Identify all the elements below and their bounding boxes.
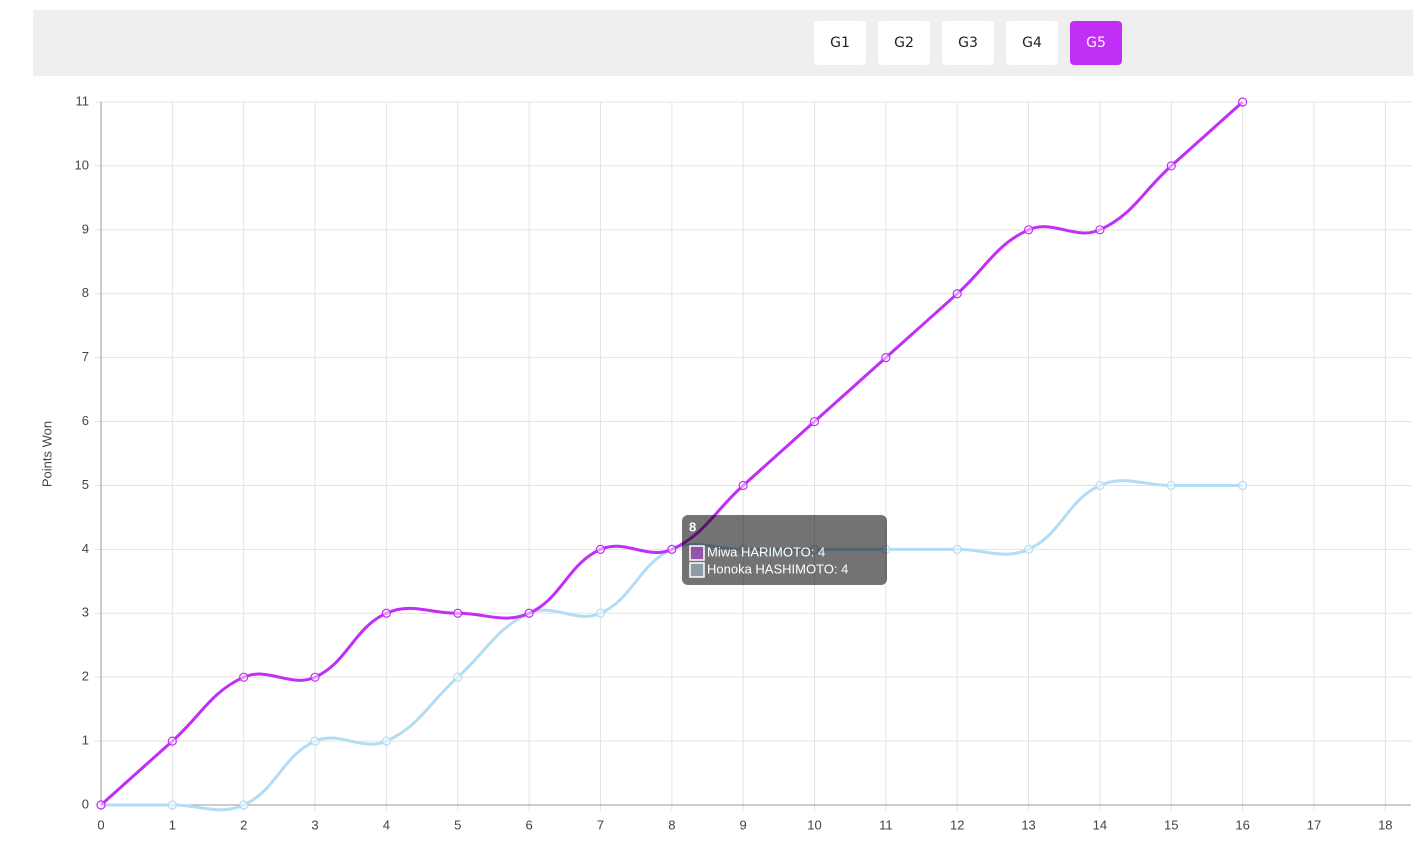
game-button[interactable]: G4 [1006, 21, 1058, 65]
x-tick-label: 2 [240, 817, 247, 832]
x-tick-label: 16 [1235, 817, 1249, 832]
tooltip-swatch [689, 562, 705, 578]
data-point [952, 544, 962, 554]
data-point [595, 544, 606, 554]
y-tick-label: 8 [82, 285, 89, 300]
data-point [1238, 480, 1248, 491]
x-tick-label: 1 [169, 817, 176, 832]
data-point [1095, 480, 1105, 491]
data-point [738, 480, 748, 491]
y-tick-label: 6 [82, 413, 89, 428]
data-point [96, 800, 106, 810]
game-button[interactable]: G2 [878, 21, 930, 65]
data-point [310, 672, 320, 682]
game-button[interactable]: G1 [814, 21, 866, 65]
y-tick-label: 10 [75, 157, 89, 172]
x-tick-label: 11 [879, 817, 893, 832]
y-tick-label: 5 [82, 477, 89, 492]
x-tick-label: 12 [950, 817, 964, 832]
data-point [595, 608, 606, 618]
tooltip-box [682, 515, 887, 585]
x-tick-label: 15 [1164, 817, 1178, 832]
x-tick-label: 18 [1378, 817, 1392, 832]
data-point [667, 544, 677, 554]
data-point [381, 736, 392, 746]
y-tick-label: 9 [82, 221, 89, 236]
data-point [1166, 480, 1176, 491]
data-point [167, 800, 177, 810]
tooltip-title: 8 [689, 519, 696, 534]
y-tick-label: 1 [82, 733, 89, 748]
tooltip-item: Miwa HARIMOTO: 4 [707, 544, 825, 559]
data-point [239, 672, 249, 682]
data-point [881, 353, 891, 363]
x-tick-label: 10 [807, 817, 821, 832]
y-tick-label: 7 [82, 349, 89, 364]
data-point [239, 800, 249, 810]
tooltip-item: Honoka HASHIMOTO: 4 [707, 561, 848, 576]
tooltip: 8 Miwa HARIMOTO: 4 Honoka HASHIMOTO: 4 [682, 515, 887, 585]
x-tick-label: 3 [311, 817, 318, 832]
data-point [1023, 225, 1034, 235]
y-tick-label: 3 [82, 605, 89, 620]
game-button[interactable]: G3 [942, 21, 994, 65]
data-point [453, 672, 463, 682]
data-point [453, 608, 463, 618]
x-tick-label: 9 [740, 817, 747, 832]
x-tick-label: 8 [668, 817, 675, 832]
y-tick-label: 2 [82, 669, 89, 684]
data-point [952, 289, 962, 299]
y-tick-label: 4 [82, 541, 89, 556]
data-point [167, 736, 177, 746]
x-tick-label: 5 [454, 817, 461, 832]
tooltip-swatch [689, 545, 705, 561]
series-line [101, 479, 1243, 812]
x-tick-label: 17 [1307, 817, 1321, 832]
y-tick-label: 0 [82, 796, 89, 811]
data-point [524, 608, 534, 618]
x-tick-label: 4 [383, 817, 390, 832]
x-tick-label: 7 [597, 817, 604, 832]
data-point [381, 608, 392, 618]
data-point [310, 736, 320, 746]
data-point [1095, 225, 1105, 235]
data-point [1238, 97, 1248, 107]
data-point [809, 416, 820, 427]
x-tick-label: 13 [1021, 817, 1035, 832]
game-button[interactable]: G5 [1070, 21, 1122, 65]
y-tick-label: 11 [76, 93, 90, 108]
data-point [1023, 544, 1034, 554]
x-tick-label: 14 [1093, 817, 1107, 832]
x-tick-label: 0 [97, 817, 104, 832]
data-point [1166, 161, 1176, 171]
toolbar: G1 G2 G3 G4 G5 [33, 10, 1413, 76]
x-tick-label: 6 [525, 817, 532, 832]
y-axis-label: Points Won [39, 421, 54, 487]
